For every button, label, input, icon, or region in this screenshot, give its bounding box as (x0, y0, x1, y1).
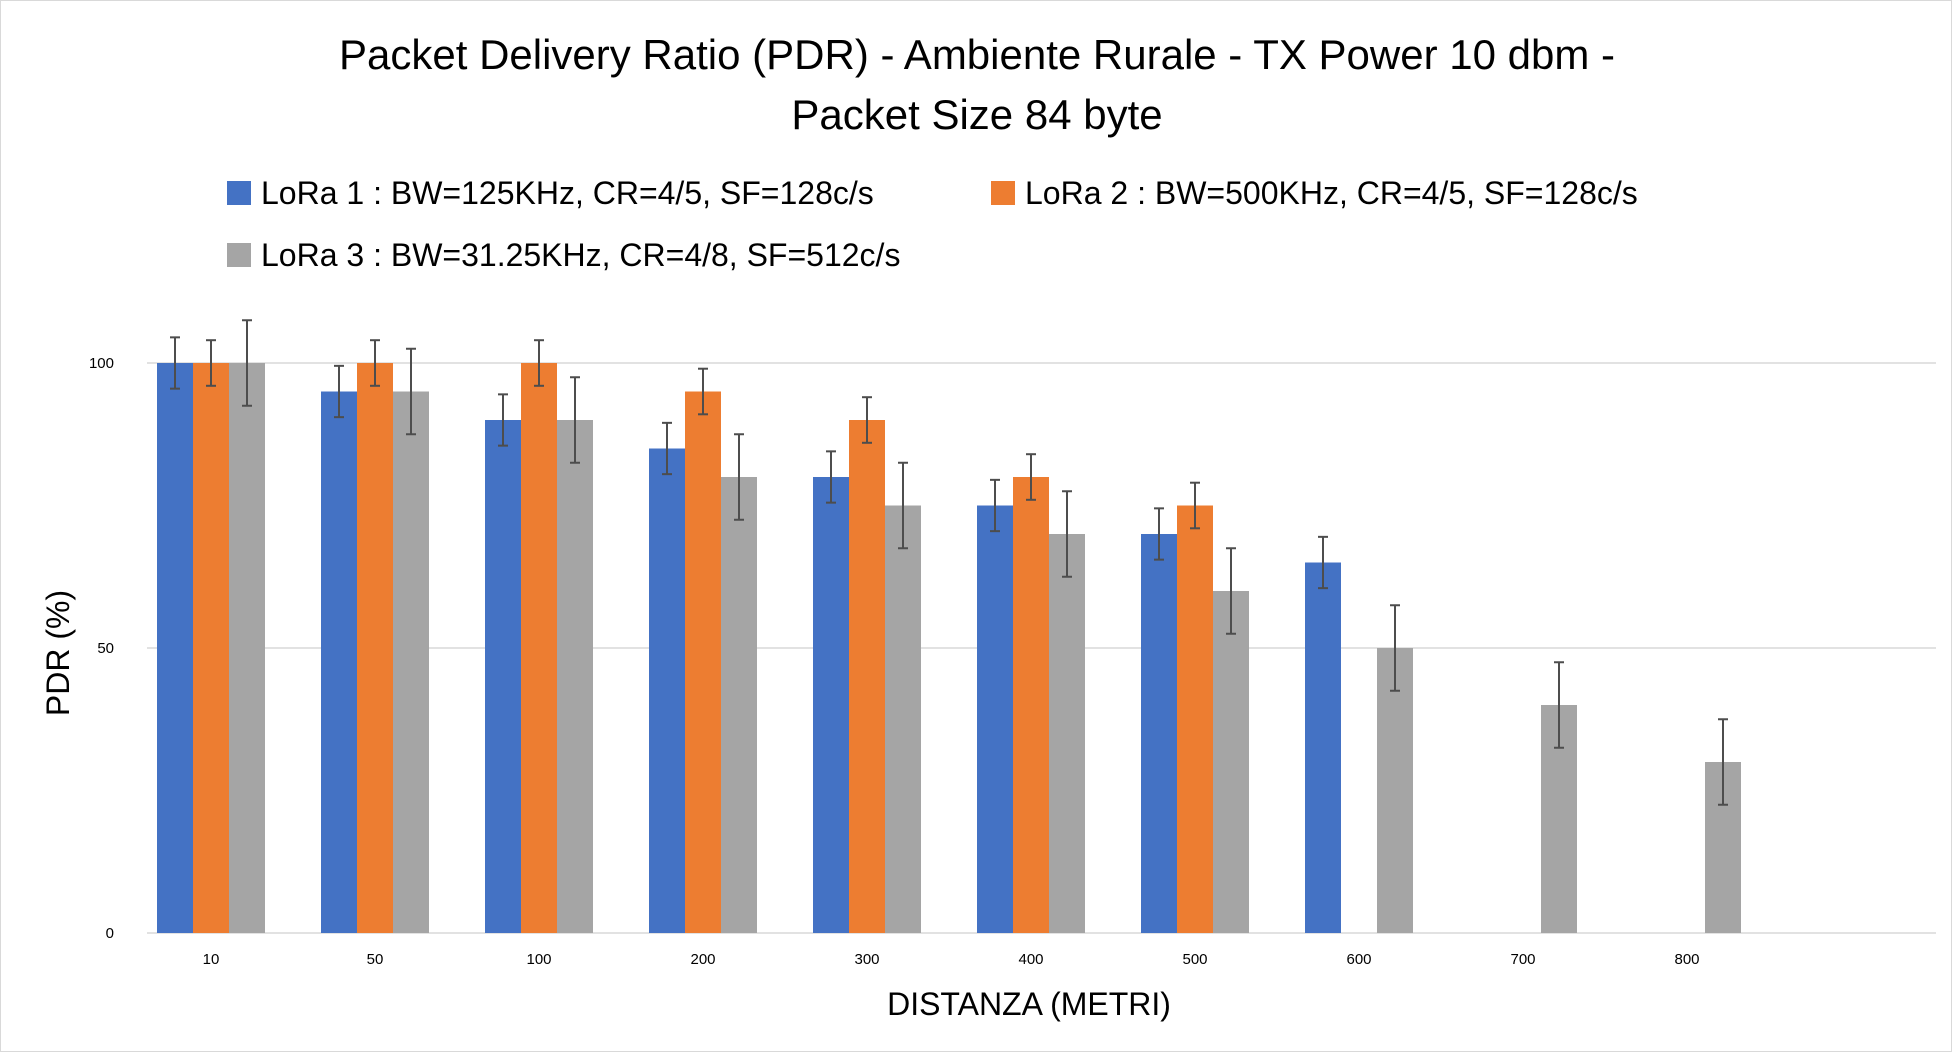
x-tick-label: 50 (367, 951, 384, 968)
error-bar-lora-1-400 (990, 478, 1000, 533)
x-tick-labels: 10 50 100 200 300 400 500 600 700 800 (203, 951, 1700, 968)
chart-title-line-1: Packet Delivery Ratio (PDR) - Ambiente R… (339, 31, 1615, 78)
bar-lora-3-100 (557, 420, 593, 933)
bar-lora-3-600 (1377, 648, 1413, 933)
bar-lora-1-200 (649, 448, 685, 933)
bar-lora-3-300 (885, 505, 921, 933)
error-bar-lora-3-100 (570, 376, 580, 464)
error-bar-lora-3-700 (1554, 661, 1564, 749)
error-bar-lora-2-100 (534, 339, 544, 387)
error-bar-lora-1-600 (1318, 535, 1328, 590)
legend-label-lora-1: LoRa 1 : BW=125KHz, CR=4/5, SF=128c/s (261, 175, 874, 211)
error-bar-lora-2-200 (698, 367, 708, 416)
bar-lora-3-500 (1213, 591, 1249, 933)
bar-lora-1-600 (1305, 562, 1341, 933)
x-tick-label: 500 (1182, 951, 1207, 968)
legend-swatch-lora-1 (227, 181, 251, 205)
bar-lora-3-50 (393, 391, 429, 933)
legend-label-lora-3: LoRa 3 : BW=31.25KHz, CR=4/8, SF=512c/s (261, 237, 900, 273)
bar-lora-1-10 (157, 363, 193, 933)
bar-lora-2-400 (1013, 477, 1049, 933)
bar-lora-3-10 (229, 363, 265, 933)
x-tick-label: 400 (1018, 951, 1043, 968)
error-bar-lora-1-100 (498, 393, 508, 447)
x-tick-label: 200 (690, 951, 715, 968)
bar-lora-1-500 (1141, 534, 1177, 933)
error-bar-lora-1-300 (826, 450, 836, 504)
y-tick-labels: 0 50 100 (89, 355, 114, 942)
bar-lora-3-400 (1049, 534, 1085, 933)
error-bar-lora-3-500 (1226, 547, 1236, 635)
error-bar-lora-3-50 (406, 347, 416, 436)
bar-lora-1-300 (813, 477, 849, 933)
error-bar-lora-3-400 (1062, 490, 1072, 578)
bar-lora-2-100 (521, 363, 557, 933)
bar-lora-3-200 (721, 477, 757, 933)
error-bar-lora-1-500 (1154, 507, 1164, 561)
error-bar-lora-3-200 (734, 433, 744, 521)
x-axis-title: DISTANZA (METRI) (887, 986, 1171, 1022)
y-tick-label: 100 (89, 355, 114, 372)
bar-lora-2-300 (849, 420, 885, 933)
bar-lora-1-400 (977, 505, 1013, 933)
x-tick-label: 10 (203, 951, 220, 968)
error-bar-lora-3-10 (242, 319, 252, 407)
error-bar-lora-2-50 (370, 339, 380, 387)
error-bar-lora-2-400 (1026, 453, 1036, 501)
error-bar-lora-2-10 (206, 339, 216, 387)
error-bars (170, 319, 1728, 806)
error-bar-lora-1-10 (170, 336, 180, 390)
bar-lora-2-10 (193, 363, 229, 933)
x-tick-label: 800 (1674, 951, 1699, 968)
error-bar-lora-3-300 (898, 461, 908, 550)
error-bar-lora-1-50 (334, 364, 344, 419)
error-bar-lora-2-500 (1190, 481, 1200, 530)
x-tick-label: 100 (526, 951, 551, 968)
x-tick-label: 600 (1346, 951, 1371, 968)
error-bar-lora-2-300 (862, 396, 872, 444)
bar-lora-2-500 (1177, 505, 1213, 933)
chart-title-line-2: Packet Size 84 byte (791, 91, 1162, 138)
error-bar-lora-1-200 (662, 421, 672, 476)
legend-swatch-lora-2 (991, 181, 1015, 205)
bar-lora-1-50 (321, 391, 357, 933)
y-tick-label: 50 (97, 640, 114, 657)
error-bar-lora-3-600 (1390, 604, 1400, 692)
bar-lora-2-200 (685, 391, 721, 933)
y-tick-label: 0 (106, 925, 114, 942)
legend: LoRa 1 : BW=125KHz, CR=4/5, SF=128c/s Lo… (227, 175, 1638, 273)
bar-lora-2-50 (357, 363, 393, 933)
bar-lora-1-100 (485, 420, 521, 933)
x-tick-label: 700 (1510, 951, 1535, 968)
y-axis-title: PDR (%) (40, 590, 76, 716)
error-bar-lora-3-800 (1718, 718, 1728, 806)
bars (157, 363, 1741, 933)
x-tick-label: 300 (854, 951, 879, 968)
legend-swatch-lora-3 (227, 243, 251, 267)
legend-label-lora-2: LoRa 2 : BW=500KHz, CR=4/5, SF=128c/s (1025, 175, 1638, 211)
